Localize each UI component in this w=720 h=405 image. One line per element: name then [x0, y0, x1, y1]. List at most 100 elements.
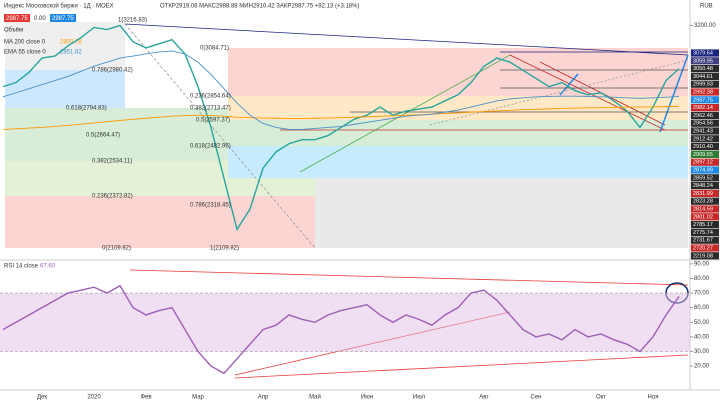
- price-label-box: [691, 143, 719, 151]
- title: Индекс Московской биржи · 1Д · MOEX: [4, 3, 114, 10]
- legend-ma: MA 200 close 0: [4, 40, 46, 46]
- price-label: 2219.08: [693, 253, 713, 259]
- price-label: 2731.67: [693, 238, 713, 244]
- price-label-box: [691, 119, 719, 127]
- bid-box[interactable]: [4, 14, 30, 22]
- price-label-box: [691, 88, 719, 96]
- legend-volume: Объём: [4, 28, 23, 34]
- fib-label: 0(3084.71): [200, 46, 229, 52]
- price-label-box: [691, 205, 719, 213]
- price-label-box: [691, 182, 719, 190]
- price-label: 2910.40: [693, 144, 713, 150]
- y-tick-label: 80.00: [694, 276, 710, 282]
- series-line: [2, 50, 680, 130]
- price-label: 2720.27: [693, 245, 713, 251]
- price-label-box: [691, 252, 719, 260]
- price-label-box: [691, 111, 719, 119]
- price-label: 2941.43: [693, 128, 713, 134]
- fib-label: 0.236(2854.64): [190, 94, 231, 100]
- price-label: 3044.61: [693, 74, 713, 80]
- price-label: 2999.93: [693, 82, 713, 88]
- fib-zones: [5, 22, 688, 248]
- series-line: [2, 284, 680, 375]
- price-label: 2962.46: [693, 113, 713, 119]
- price-label-box: [691, 197, 719, 205]
- spread: 0.00: [34, 16, 46, 22]
- legend-rsi: RSI 14 close: [4, 264, 39, 270]
- fib-label: 0.382(2713.47): [190, 106, 231, 112]
- x-tick-label: Июл: [413, 395, 426, 401]
- y-tick-label: 20.00: [694, 364, 710, 370]
- price-label: 2775.74: [693, 230, 713, 236]
- fib-zone: [5, 196, 315, 248]
- x-tick-label: Ноя: [648, 395, 659, 401]
- fib-zone: [228, 48, 688, 96]
- price-label: 2859.52: [693, 175, 713, 181]
- price-label-box: [691, 189, 719, 197]
- price-label-box: [691, 57, 719, 65]
- trend-line: [659, 54, 689, 133]
- price-label-box: [691, 150, 719, 158]
- rsi-trend: [234, 354, 689, 379]
- legend-ma-value: 2803.78: [60, 40, 82, 46]
- price-label: 2801.02: [693, 214, 713, 220]
- price-label-box: [691, 244, 719, 252]
- price-label-box: [691, 228, 719, 236]
- legend-rsi-value: 67.60: [40, 264, 56, 270]
- currency: RUB: [700, 4, 713, 10]
- fib-zone: [315, 178, 688, 248]
- price-label: 2954.56: [693, 121, 713, 127]
- fib-label: 0.618(2794.83): [66, 106, 107, 112]
- x-tick-label: 2020: [87, 395, 101, 401]
- fib-label: 0.786(2980.42): [92, 68, 133, 74]
- price-label: 2982.14: [693, 105, 713, 111]
- x-tick-label: Апр: [258, 395, 269, 401]
- fib-label: 0.618(2482.96): [190, 144, 231, 150]
- trend-line: [509, 54, 666, 131]
- fib-label: 0.236(2372.82): [92, 194, 133, 200]
- price-label: 2785.17: [693, 222, 713, 228]
- x-tick-label: Мар: [192, 395, 204, 401]
- trend-line: [124, 23, 316, 249]
- legend-ema: EMA 55 close 0: [4, 50, 46, 56]
- ask-box[interactable]: [50, 14, 76, 22]
- trend-line: [429, 59, 689, 126]
- y-tick-label: 50.00: [694, 320, 710, 326]
- price-label: 3079.64: [693, 50, 713, 56]
- fib-zone: [228, 146, 688, 178]
- rsi-band: [0, 293, 690, 352]
- y-tick-label: 70.00: [694, 291, 710, 297]
- price-label: 2823.28: [693, 199, 713, 205]
- price-label-box: [691, 166, 719, 174]
- legend-ema-value: 2851.82: [60, 50, 82, 56]
- x-tick-label: Авг: [479, 395, 489, 401]
- x-tick-label: Сен: [531, 395, 542, 401]
- fib-label: 1(3216.83): [118, 18, 147, 24]
- fib-label: 1(2109.82): [210, 246, 239, 252]
- x-tick-label: Окт: [596, 395, 606, 401]
- y-tick-label: 30.00: [694, 349, 710, 355]
- price-label-box: [691, 127, 719, 135]
- price-label-box: [691, 213, 719, 221]
- trend-line: [299, 54, 511, 173]
- x-tick-label: Дек: [37, 395, 47, 401]
- x-tick-label: Май: [309, 394, 321, 401]
- series-line: [2, 24, 680, 232]
- fib-label: 0.5(2597.37): [196, 118, 230, 124]
- x-tick-label: Фев: [140, 395, 151, 401]
- price-label: 2831.99: [693, 191, 713, 197]
- price-label-box: [691, 65, 719, 73]
- price-label: 2897.12: [693, 160, 713, 166]
- rsi-trend: [129, 269, 689, 286]
- price-label: 2992.38: [693, 89, 713, 95]
- price-label-box: [691, 80, 719, 88]
- y-tick-label: 90.00: [694, 261, 710, 267]
- price-label: 2814.59: [693, 206, 713, 212]
- price-label: 2874.99: [693, 167, 713, 173]
- fib-label: 0.382(2534.11): [92, 159, 132, 165]
- ask: 2987.75: [52, 16, 74, 22]
- price-label-box: [691, 158, 719, 166]
- price-label-box: [691, 221, 719, 229]
- price-label: 3059.95: [693, 58, 713, 64]
